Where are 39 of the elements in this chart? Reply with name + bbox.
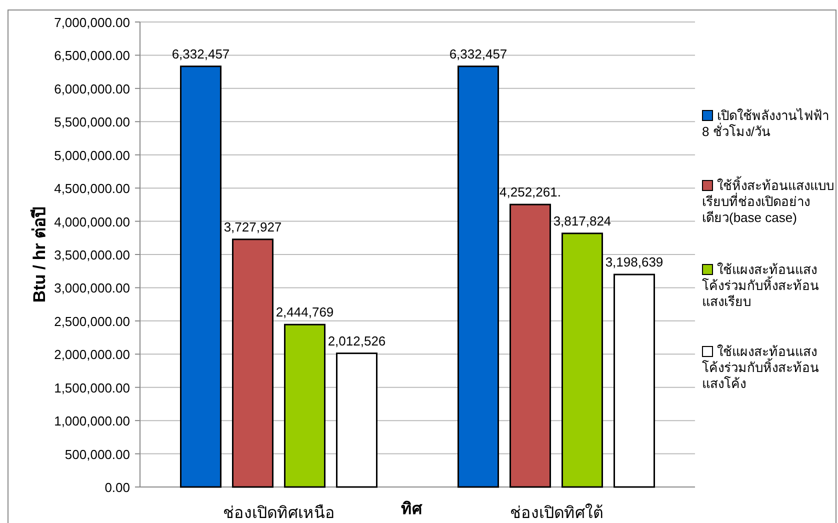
bar <box>510 204 551 488</box>
data-label: 3,727,927 <box>224 219 282 234</box>
legend-label: ใช้หิ้งสะท้อนแสงแบบเรียบที่ช่องเปิดอย่างเดียว(base case) <box>702 178 834 225</box>
bar <box>562 232 603 488</box>
data-label: 6,332,457 <box>449 46 508 62</box>
bar <box>336 352 378 488</box>
x-axis-title: ทิศ <box>401 500 423 518</box>
x-tick-label: ช่องเปิดทิศใต้ <box>510 503 603 522</box>
y-tick-label: 4,500,000.00 <box>54 181 130 196</box>
y-tick-label: 5,500,000.00 <box>54 114 130 130</box>
y-tick-label: 2,000,000.00 <box>54 347 130 362</box>
legend-label: ใช้แผงสะท้อนแสงโค้งร่วมกับหิ้งสะท้อนแสงเรียบ <box>702 262 819 309</box>
legend-label: ใช้แผงสะท้อนแสงโค้งร่วมกับหิ้งสะท้อนแสงโค้ง <box>702 344 819 391</box>
bar <box>458 66 499 488</box>
bar <box>180 66 222 488</box>
y-tick-label: 3,500,000.00 <box>54 248 130 262</box>
data-label: 6,332,457 <box>172 46 230 62</box>
legend-label: เปิดใช้พลังงานไฟฟ้า 8 ชั่วโมง/วัน <box>702 108 829 139</box>
y-tick-label: 7,000,000.00 <box>54 15 130 30</box>
y-tick-label: 1,500,000.00 <box>54 380 130 396</box>
bar <box>284 324 326 488</box>
data-label: 3,817,824 <box>553 213 612 228</box>
data-label: 2,444,769 <box>276 304 334 320</box>
y-tick-label: 2,500,000.00 <box>54 314 130 329</box>
y-tick-label: 3,000,000.00 <box>54 280 130 296</box>
data-label: 3,198,639 <box>605 254 664 270</box>
x-tick-label: ช่องเปิดทิศเหนือ <box>222 504 335 522</box>
y-tick-label: 0.00 <box>104 480 130 495</box>
y-axis-title: Btu / hr ต่อปี <box>29 206 49 303</box>
y-tick-label: 500,000.00 <box>64 446 130 462</box>
y-tick-label: 6,500,000.00 <box>54 48 130 64</box>
bar <box>614 274 655 488</box>
y-tick-label: 1,000,000.00 <box>54 414 130 429</box>
data-label: 2,012,526 <box>328 333 386 348</box>
bar <box>232 238 274 488</box>
y-tick-label: 5,000,000.00 <box>54 148 130 163</box>
y-tick-label: 4,000,000.00 <box>54 214 130 230</box>
y-tick-label: 6,000,000.00 <box>54 81 130 96</box>
data-label: 4,252,261. <box>500 184 561 200</box>
